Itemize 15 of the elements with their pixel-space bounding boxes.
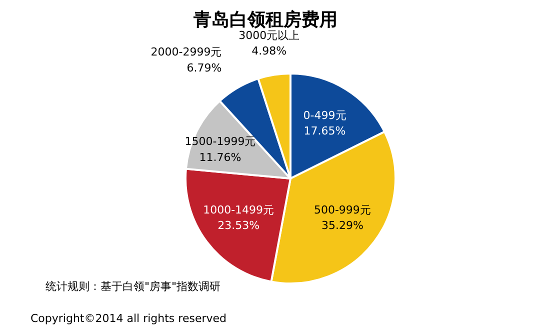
data-label: 35.29% [321, 219, 364, 232]
slice-label: 3000元以上 [238, 28, 300, 42]
text: Copyright©2014 all rights reserved [30, 312, 226, 325]
data-label: 4.98% [252, 44, 287, 58]
slice-label: 500-999元 [314, 203, 371, 216]
data-label: 23.53% [218, 219, 260, 232]
text: 统计规则：基于白领"房事"指数调研 [46, 280, 221, 293]
slice-label: 0-499元 [303, 108, 346, 122]
slice-label: 1500-1999元 [184, 135, 256, 148]
slice-label: 2000-2999元 [150, 46, 222, 59]
chart-title: 青岛白领租房费用 [192, 10, 338, 30]
data-label: 11.76% [199, 150, 242, 164]
data-label: 17.65% [304, 124, 346, 138]
slice-label: 1000-1499元 [203, 203, 274, 216]
data-label: 6.79% [186, 61, 222, 74]
